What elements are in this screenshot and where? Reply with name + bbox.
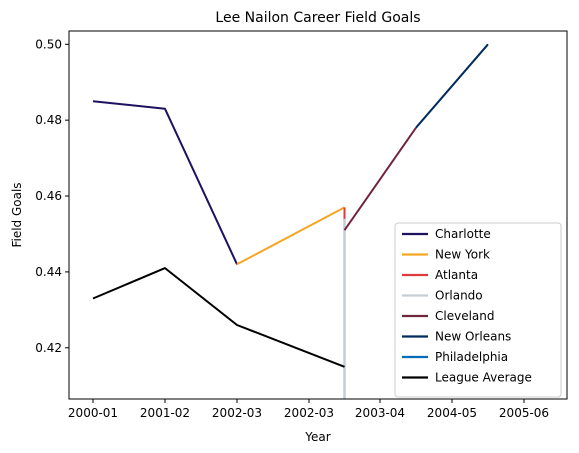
x-tick-label: 2002-03 (284, 406, 334, 420)
legend-label: Philadelphia (435, 350, 508, 364)
legend-box (394, 222, 562, 398)
x-tick-label: 2004-05 (427, 406, 477, 420)
y-tick-label: 0.48 (35, 113, 62, 127)
x-tick-label: 2000-01 (68, 406, 118, 420)
legend-label: New Orleans (435, 330, 511, 344)
y-tick-label: 0.50 (35, 37, 62, 51)
legend-label: Cleveland (435, 309, 495, 323)
legend-label: Orlando (435, 289, 483, 303)
axes: 2000-01 2001-02 2002-03 2002-03 2003-04 2004-… (35, 30, 568, 420)
y-tick-label: 0.46 (35, 189, 62, 203)
plot-area (92, 43, 489, 399)
x-tick-label: 2002-03 (212, 406, 262, 420)
plot-frame (68, 30, 568, 400)
series-line-cleveland (343, 127, 417, 231)
chart-title: Lee Nailon Career Field Goals (215, 10, 420, 26)
series-line-charlotte (92, 100, 238, 265)
legend-label: Atlanta (435, 268, 478, 282)
legend-label: Charlotte (435, 227, 491, 241)
y-tick-label: 0.44 (35, 265, 62, 279)
series-line-new-york (236, 206, 345, 266)
legend-label: League Average (435, 371, 532, 385)
y-axis-label: Field Goals (10, 182, 24, 247)
x-tick-label: 2005-06 (499, 406, 549, 420)
y-tick-label: 0.42 (35, 341, 62, 355)
series-line-league-average (92, 267, 345, 368)
series-line-new-orleans (415, 43, 489, 129)
x-tick-label: 2001-02 (140, 406, 190, 420)
x-tick-label: 2003-04 (355, 406, 405, 420)
legend-label: New York (435, 248, 490, 262)
legend: Charlotte New York Atlanta Orlando Cleveland… (394, 222, 562, 398)
x-axis-label: Year (304, 430, 330, 444)
